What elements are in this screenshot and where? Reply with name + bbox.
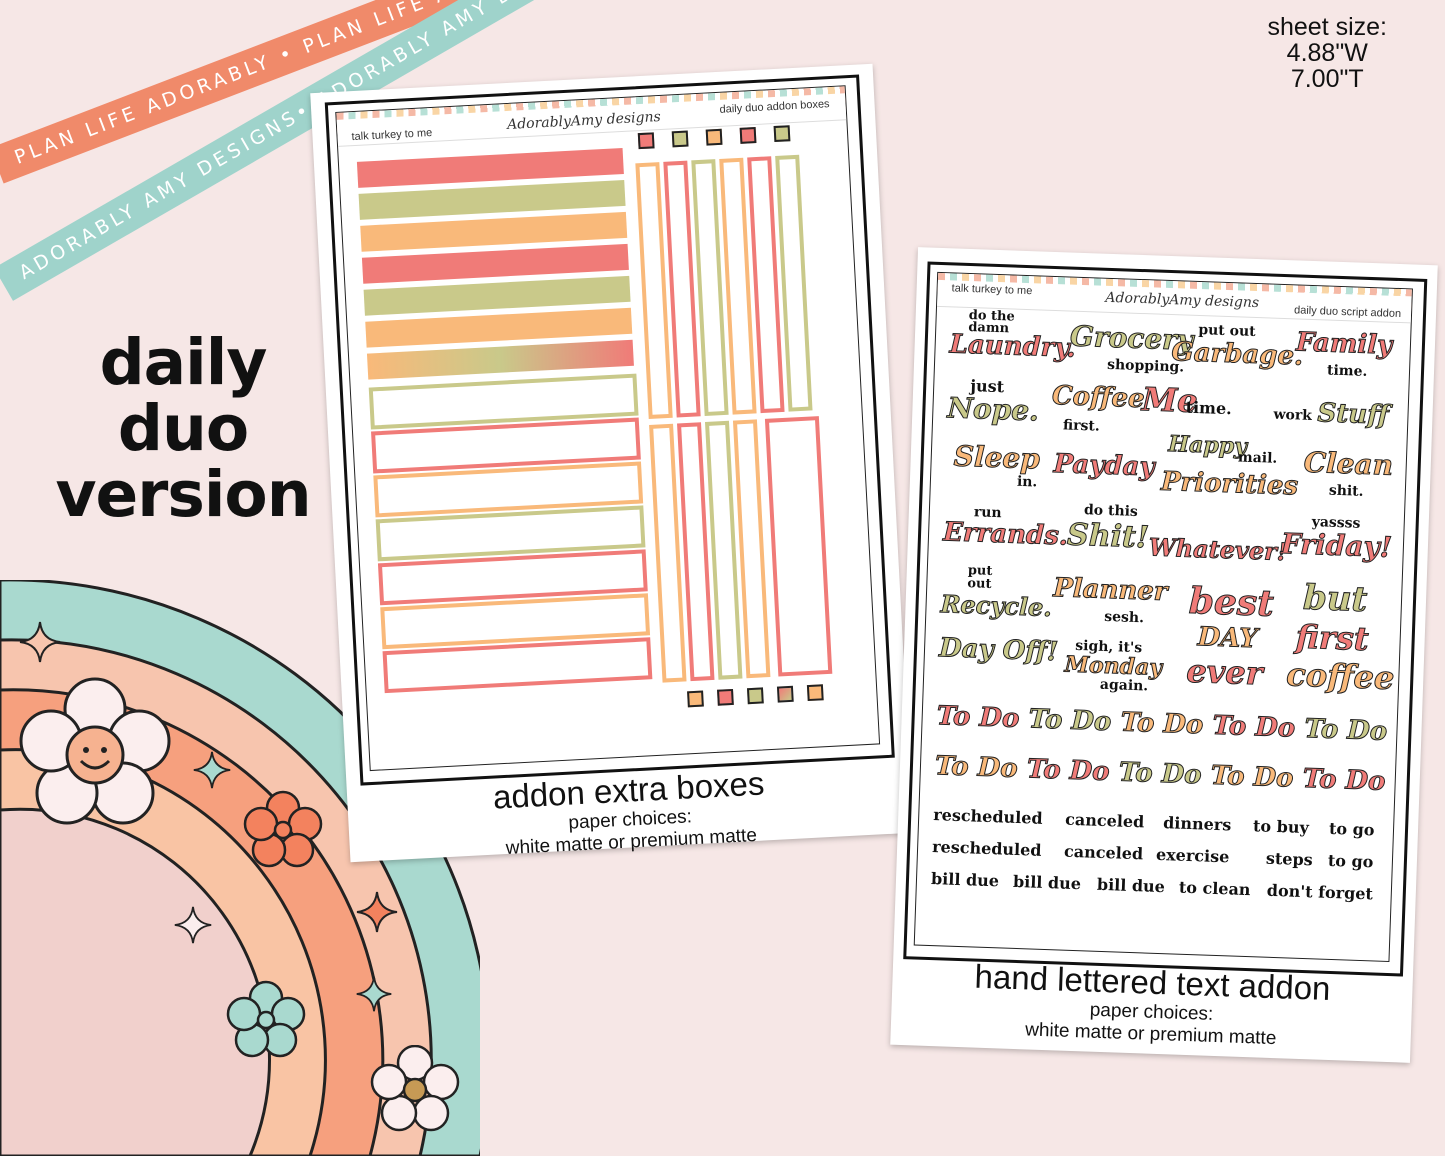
- sticker-word: don't forget: [1266, 880, 1374, 904]
- sticker-shit: Shit!: [1066, 517, 1150, 556]
- sticker-monday-again: again.: [1099, 676, 1149, 695]
- wide-vertical-box: [764, 416, 833, 677]
- sticker-todo: To Do: [1118, 757, 1203, 791]
- sticker-garbage: Garbage.: [1171, 337, 1305, 373]
- sticker-priorities: Priorities: [1160, 466, 1299, 502]
- hand-lettered-text-sheet: talk turkey to me AdorablyAmy designs da…: [890, 247, 1438, 1063]
- sticker-todo: To Do: [1212, 710, 1297, 744]
- sticker-shit-small: do this: [1083, 502, 1139, 520]
- brand-logo: AdorablyAmy designs: [1105, 289, 1260, 312]
- sticker-planner: Planner: [1052, 573, 1169, 608]
- sticker-clean: Clean: [1303, 445, 1394, 482]
- sparkle-icon: [193, 751, 231, 789]
- sticker-todo: To Do: [1028, 704, 1113, 738]
- right-sheet-caption: hand lettered text addon paper choices: …: [891, 955, 1414, 1055]
- sticker-errands: Errands.: [942, 517, 1069, 552]
- sticker-todo: To Do: [934, 751, 1019, 785]
- color-swatch: [705, 128, 723, 146]
- sheet-size-info: sheet size: 4.88"W 7.00"T: [1267, 14, 1387, 92]
- sparkle-icon: [356, 976, 392, 1012]
- smiley-flower-icon: [19, 677, 171, 825]
- sticker-word: rescheduled: [932, 805, 1043, 828]
- sticker-word: to go: [1328, 818, 1375, 840]
- version-heading: daily duo version: [48, 330, 318, 528]
- sticker-best-ever: ever: [1185, 651, 1264, 693]
- sticker-planner-small: sesh.: [1104, 608, 1145, 627]
- sticker-recycle: Recycle.: [940, 589, 1053, 623]
- color-swatch: [717, 688, 734, 706]
- sticker-coffee: Coffee: [1051, 380, 1146, 415]
- sticker-word: exercise: [1155, 844, 1230, 867]
- sheet-name-label: daily duo script addon: [1293, 304, 1402, 321]
- sticker-sleep: Sleep: [953, 439, 1041, 476]
- sticker-word: bill due: [930, 869, 1000, 891]
- sticker-word: dinners: [1162, 813, 1232, 835]
- daisy-flower-icon: [370, 1045, 460, 1132]
- sticker-todo: To Do: [1303, 713, 1388, 747]
- sticker-best: best: [1188, 579, 1275, 625]
- sticker-word: to buy: [1252, 816, 1310, 838]
- color-swatch: [687, 690, 704, 708]
- sticker-todo: To Do: [1302, 763, 1387, 797]
- color-swatch: [776, 685, 794, 703]
- brand-logo: AdorablyAmy designs: [506, 108, 662, 133]
- sticker-nope: Nope.: [946, 391, 1040, 428]
- version-line-1: daily: [99, 326, 268, 399]
- sticker-family: Family: [1295, 327, 1393, 361]
- mint-flower-icon: [226, 980, 306, 1058]
- sticker-word: steps: [1265, 848, 1314, 870]
- color-swatch: [637, 132, 655, 150]
- sheet-theme-label: talk turkey to me: [951, 282, 1033, 298]
- sticker-todo: To Do: [1026, 754, 1111, 788]
- orange-flower-icon: [243, 790, 323, 868]
- color-swatch: [773, 125, 791, 143]
- sticker-clean-small: shit.: [1328, 482, 1364, 500]
- sticker-word: canceled: [1064, 809, 1145, 832]
- sticker-me-small: time.: [1185, 397, 1233, 419]
- sticker-happy: Happy: [1167, 431, 1248, 461]
- sticker-friday: Friday!: [1280, 527, 1393, 565]
- sticker-payday: Payday: [1053, 449, 1156, 484]
- sparkle-icon: [19, 621, 61, 663]
- sticker-garbage-small: put out: [1198, 322, 1256, 340]
- sticker-work-small: work: [1273, 406, 1313, 425]
- sticker-word: rescheduled: [931, 837, 1042, 860]
- sparkle-icon: [174, 906, 212, 944]
- sticker-laundry: Laundry.: [949, 329, 1077, 364]
- sticker-happy-small: mail.: [1237, 449, 1278, 467]
- sticker-todo: To Do: [1120, 707, 1205, 741]
- version-line-2: duo: [117, 392, 249, 465]
- sticker-todo: To Do: [1210, 760, 1295, 794]
- sheet-width: 4.88"W: [1286, 39, 1368, 67]
- sticker-but-first: first: [1295, 617, 1370, 659]
- sticker-coffee-small: first.: [1062, 417, 1100, 435]
- full-box: [366, 339, 634, 380]
- sticker-word: canceled: [1063, 841, 1144, 864]
- sheet-height: 7.00"T: [1290, 65, 1364, 93]
- sticker-word: bill due: [1012, 871, 1082, 894]
- sheet-size-label: sheet size:: [1267, 13, 1387, 41]
- sticker-recycle-small: put out: [967, 563, 993, 592]
- color-swatch: [746, 687, 764, 705]
- addon-extra-boxes-sheet: talk turkey to me AdorablyAmy designs da…: [310, 63, 913, 863]
- sheet-name-label: daily duo addon boxes: [719, 98, 830, 116]
- sticker-family-small: time.: [1326, 362, 1368, 380]
- color-swatch: [739, 126, 757, 144]
- sticker-but-coffee: coffee: [1285, 655, 1396, 698]
- sticker-sleep-small: in.: [1016, 473, 1038, 491]
- sticker-but: but: [1302, 577, 1369, 621]
- sparkle-icon: [356, 891, 398, 933]
- version-line-3: version: [55, 458, 311, 531]
- sticker-work: Stuff: [1317, 398, 1390, 431]
- sticker-word: bill due: [1096, 874, 1166, 897]
- sticker-todo: To Do: [936, 701, 1021, 735]
- sticker-word: to go: [1327, 850, 1374, 872]
- sticker-whatever: Whatever!: [1148, 532, 1289, 567]
- sticker-best-day: DAY: [1197, 622, 1259, 655]
- sheet-theme-label: talk turkey to me: [351, 126, 433, 144]
- sticker-word: to clean: [1178, 877, 1251, 900]
- color-swatch: [671, 130, 689, 148]
- color-swatch: [806, 684, 824, 702]
- sticker-dayoff: Day Off!: [938, 633, 1059, 668]
